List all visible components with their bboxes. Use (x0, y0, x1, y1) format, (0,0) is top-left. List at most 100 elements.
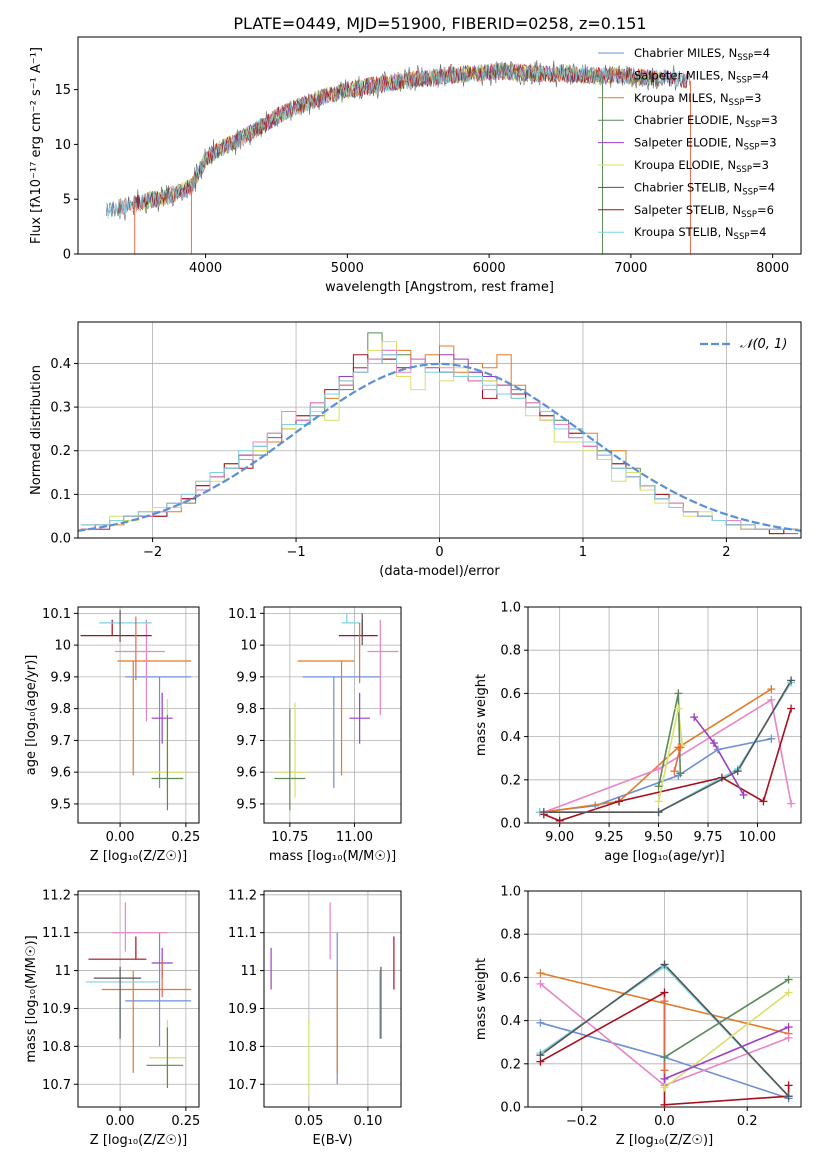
y-tick-label: 0.6 (500, 971, 521, 986)
weight-marker (654, 808, 663, 817)
weight-marker (733, 767, 742, 776)
weight-marker (676, 769, 685, 778)
weight-marker (717, 773, 726, 782)
x-tick-label: 1 (579, 545, 587, 560)
errorbar-point (274, 708, 306, 811)
y-tick-label: 11 (240, 964, 257, 979)
weight-marker (784, 1033, 793, 1042)
weight-marker (690, 713, 699, 722)
plot-area (78, 332, 801, 535)
legend-entry: Salpeter ELODIE, NSSP=3 (634, 136, 777, 153)
y-tick-label: 9.7 (236, 734, 257, 749)
y-tick-label: 10 (54, 138, 71, 153)
weight-marker (555, 816, 564, 825)
errorbar-point (114, 619, 165, 722)
weight-marker (536, 1051, 545, 1060)
y-tick-label: 11 (54, 964, 71, 979)
errorbar-point (151, 715, 184, 811)
x-tick-label: 4000 (189, 261, 222, 276)
y-tick-label: 9.9 (50, 670, 71, 685)
x-tick-label: 0.25 (171, 830, 200, 845)
weight-marker (591, 801, 600, 810)
y-tick-label: 5 (63, 193, 71, 208)
x-tick-label: 5000 (331, 261, 364, 276)
x-axis-label: age [log₁₀(age/yr)] (604, 849, 725, 864)
y-axis-label: age [log₁₀(age/yr)] (24, 655, 39, 776)
x-tick-label: −2 (143, 545, 162, 560)
figure-title: PLATE=0449, MJD=51900, FIBERID=0258, z=0… (233, 14, 646, 33)
y-tick-label: 11.2 (228, 888, 257, 903)
legend-entry: Salpeter STELIB, NSSP=6 (634, 203, 774, 220)
weight-line-salpeter-stelib (543, 708, 792, 822)
y-tick-label: 0.8 (500, 928, 521, 943)
y-tick-label: 10.7 (228, 1078, 257, 1093)
panel-mass_vs_ebv: 0.05 0.10 10.7 10.8 10.9 11 11.1 11.2 E(B-V) (228, 888, 402, 1148)
x-axis-label: Z [log₁₀(Z/Z☉)] (90, 1133, 187, 1148)
x-axis-label: mass [log₁₀(M/M☉)] (269, 849, 396, 864)
y-tick-label: 1.0 (500, 601, 521, 616)
legend-entry: Salpeter MILES, NSSP=4 (634, 68, 769, 85)
weight-marker (759, 797, 768, 806)
y-tick-label: 0.6 (500, 687, 521, 702)
weight-marker (767, 734, 776, 743)
panel-weight_vs_Z: −0.2 0.0 0.2 0.0 0.2 0.4 0.6 0.8 1.0 Z [log₁₀(Z/Z… (474, 885, 802, 1148)
y-tick-label: 11.1 (228, 926, 257, 941)
errorbar-point (146, 1027, 184, 1089)
y-tick-label: 10.1 (228, 607, 257, 622)
weight-line-salpeter-elodie (664, 1026, 789, 1080)
errorbar-point (297, 660, 355, 776)
y-tick-label: 0.2 (500, 773, 521, 788)
y-axis-label: Normed distribution (29, 365, 44, 495)
panel-mass_vs_Z: 0.00 0.25 10.7 10.8 10.9 11 11.1 11.2 Z [log₁₀(Z… (24, 888, 200, 1148)
x-axis-label: E(B-V) (312, 1133, 352, 1148)
legend-entry: Kroupa MILES, NSSP=3 (634, 91, 761, 108)
x-tick-label: 10.00 (739, 830, 776, 845)
y-tick-label: 10.9 (228, 1002, 257, 1017)
axes-frame (77, 36, 802, 255)
y-tick-label: 9.8 (50, 702, 71, 717)
y-tick-label: 10 (54, 639, 71, 654)
x-tick-label: 9.75 (694, 830, 723, 845)
panel-residuals: −2 −1 0 1 2 0.0 0.1 0.2 0.3 0.4 (data-model)/error… (29, 321, 802, 579)
weight-marker (670, 767, 679, 776)
weight-marker (660, 1053, 669, 1062)
axes-frame (77, 890, 200, 1108)
weight-marker (713, 745, 722, 754)
y-tick-label: 1.0 (500, 885, 521, 900)
weight-line-salpeter-miles (673, 747, 682, 772)
weight-marker (767, 685, 776, 694)
y-tick-label: 10 (240, 639, 257, 654)
x-tick-label: 0.05 (294, 1114, 323, 1129)
errorbar-point (276, 702, 308, 798)
x-axis-label: (data-model)/error (379, 564, 500, 579)
spectrum-line-kroupa-elodie (142, 63, 667, 211)
y-tick-label: 9.9 (236, 670, 257, 685)
plot-area (106, 60, 691, 254)
legend-entry: Chabrier STELIB, NSSP=4 (634, 180, 775, 197)
x-tick-label: 8000 (756, 261, 789, 276)
weight-marker (674, 704, 683, 713)
y-axis-label: Flux [fλ10⁻¹⁷ erg cm⁻² s⁻¹ A⁻¹] (29, 47, 44, 244)
legend-entry: Kroupa STELIB, NSSP=4 (634, 225, 766, 242)
y-tick-label: 0 (63, 248, 71, 263)
weight-marker (784, 1092, 793, 1101)
y-tick-label: 0.0 (50, 532, 71, 547)
axes-frame (77, 606, 200, 824)
y-axis-label: mass [log₁₀(M/M☉)] (24, 935, 39, 1062)
x-tick-label: −1 (286, 545, 305, 560)
y-tick-label: 9.8 (236, 702, 257, 717)
errorbar-point (85, 966, 160, 1032)
x-tick-label: 10.75 (271, 830, 308, 845)
weight-line-pink (543, 698, 792, 813)
plot-area (85, 902, 192, 1089)
x-tick-label: 0.0 (654, 1114, 675, 1129)
y-tick-label: 0.1 (50, 488, 71, 503)
axes-frame (263, 890, 402, 1108)
axes-frame (527, 606, 802, 824)
weight-marker (539, 808, 548, 817)
y-tick-label: 0.4 (500, 730, 521, 745)
x-tick-label: −0.2 (566, 1114, 598, 1129)
weight-marker (654, 797, 663, 806)
weight-marker (784, 1023, 793, 1032)
weight-marker (654, 782, 663, 791)
